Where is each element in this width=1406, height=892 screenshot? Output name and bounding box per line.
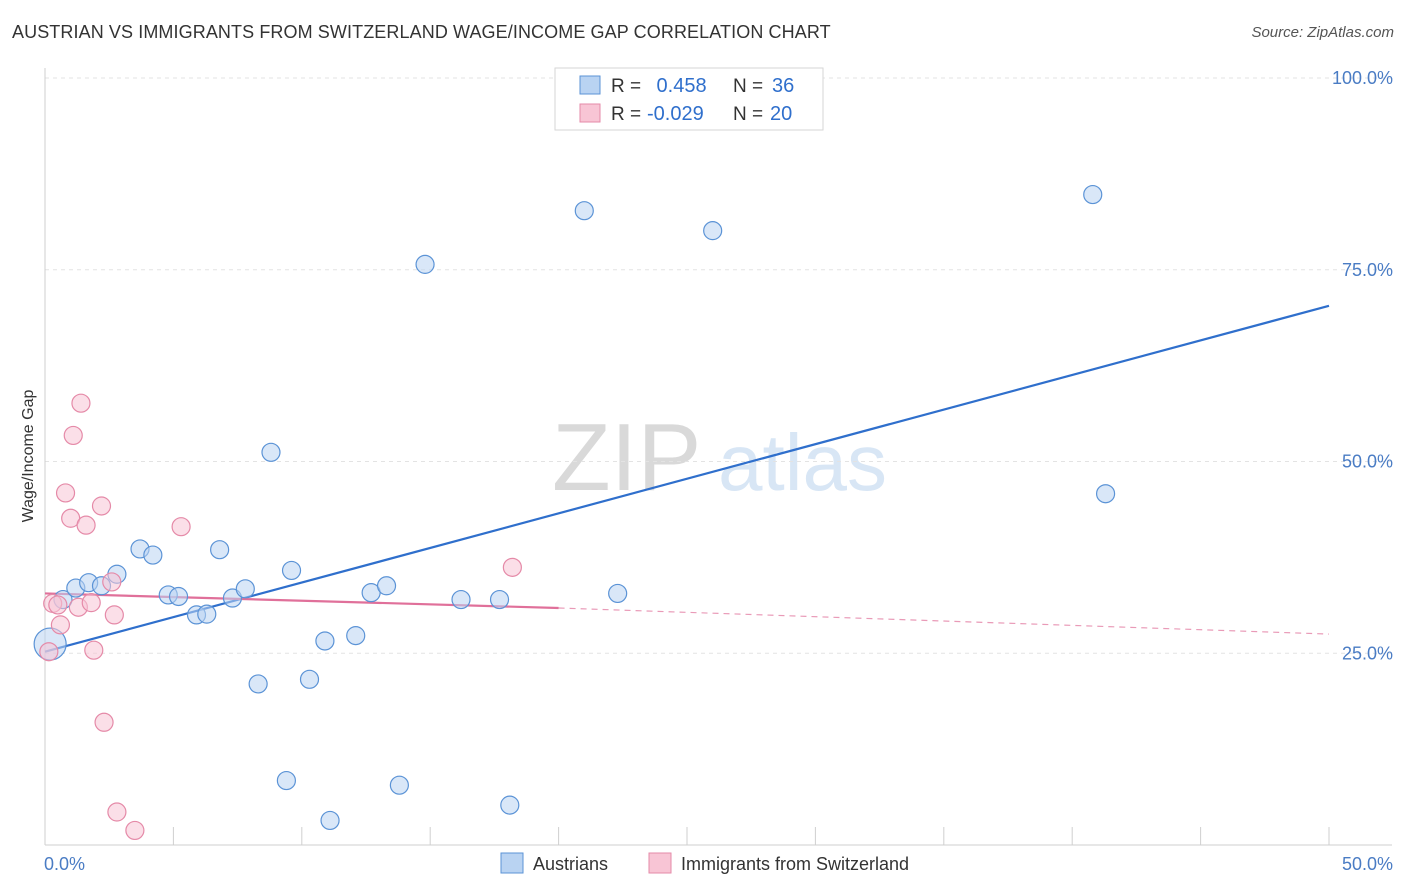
chart-source: Source: ZipAtlas.com [1251,24,1394,41]
watermark: ZIP atlas [552,404,887,511]
chart-title: AUSTRIAN VS IMMIGRANTS FROM SWITZERLAND … [12,22,831,42]
trend-lines [44,304,1330,653]
y-tick-label: 50.0% [1342,452,1393,472]
series-legend: Austrians Immigrants from Switzerland [500,852,909,874]
point-austrians [1095,484,1116,504]
stats-swatch-austrians [579,75,601,95]
point-swiss [76,515,96,535]
point-austrians [1083,184,1103,205]
legend-label-austrians: Austrians [533,854,608,874]
point-austrians [143,545,163,565]
stats-n-value-austrians: 36 [772,75,794,97]
x-tick-labels: 0.0% 50.0% [44,854,1393,874]
point-swiss [63,425,83,446]
point-swiss [48,595,68,615]
point-swiss [39,642,59,662]
point-austrians [415,254,435,274]
point-austrians [574,201,594,221]
point-austrians [320,810,340,831]
y-axis-label: Wage/Income Gap [20,390,37,523]
data-points [33,184,1116,841]
point-austrians [389,775,409,795]
stats-r-value-austrians: 0.458 [651,75,707,97]
point-austrians [608,583,628,604]
point-swiss [91,496,112,516]
stats-n-label-swiss: N = [733,104,763,125]
point-austrians [451,589,471,610]
point-austrians [703,221,723,241]
legend-swatch-swiss [648,852,672,874]
point-swiss [125,820,145,841]
y-tick-label: 25.0% [1342,643,1393,663]
point-swiss [94,712,114,732]
point-austrians [248,674,268,694]
point-austrians [235,579,255,599]
point-swiss [81,593,101,613]
point-swiss [84,640,104,660]
point-austrians [281,560,302,581]
y-tick-labels: 25.0% 50.0% 75.0% 100.0% [1332,68,1393,663]
trend-line-swiss [44,592,559,610]
y-tick-label: 100.0% [1332,68,1393,88]
stats-r-value-swiss: -0.029 [647,103,704,125]
stats-swatch-swiss [579,103,601,123]
stats-n-value-swiss: 20 [770,103,792,125]
stats-r-label-austrians: R = [611,76,641,97]
trend-line-austrians [44,304,1330,653]
x-tick-label: 50.0% [1342,854,1393,874]
point-swiss [55,483,76,503]
gridlines [45,77,1392,654]
point-swiss [502,557,522,577]
point-austrians [261,442,281,462]
point-austrians [299,669,320,689]
point-swiss [71,393,91,413]
point-swiss [50,615,71,635]
legend-label-swiss: Immigrants from Switzerland [681,854,909,874]
point-austrians [346,626,366,646]
point-swiss [104,605,124,625]
y-tick-label: 75.0% [1342,260,1393,280]
stats-legend: R = 0.458 N = 36 R = -0.029 N = 20 [554,67,824,131]
x-tick-label: 0.0% [44,854,85,874]
point-swiss [171,517,191,537]
point-austrians [210,540,230,560]
watermark-zip: ZIP [552,404,701,511]
point-austrians [500,795,520,815]
point-austrians [168,586,189,607]
legend-swatch-austrians [500,852,524,874]
point-austrians [489,589,510,610]
point-austrians [197,604,217,624]
point-swiss [107,802,127,822]
stats-n-label-austrians: N = [733,76,763,97]
point-austrians [376,576,397,596]
point-austrians [276,770,296,791]
point-swiss [102,572,122,592]
trend-line-swiss-extension [558,607,1330,635]
axes [44,68,1392,846]
point-austrians [315,631,335,651]
stats-r-label-swiss: R = [611,104,641,125]
